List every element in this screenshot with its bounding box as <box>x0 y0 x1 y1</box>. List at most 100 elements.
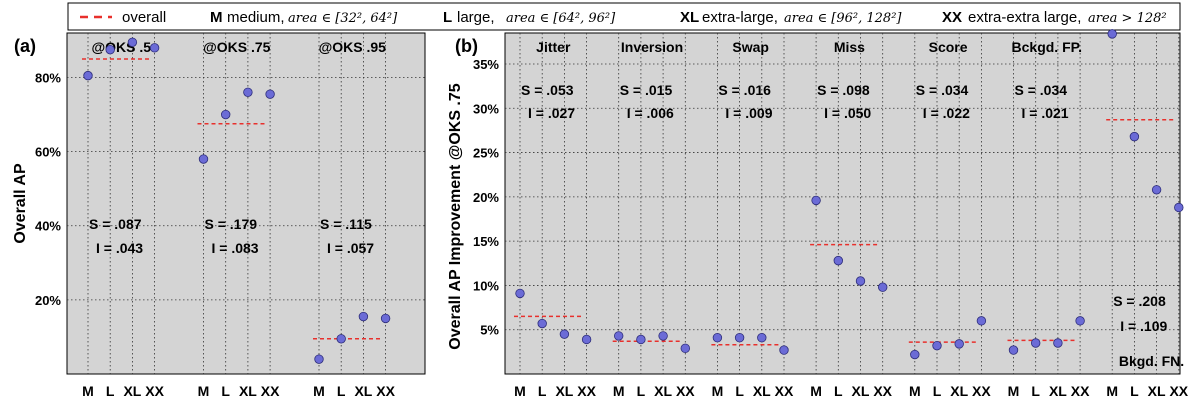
data-point <box>779 345 789 355</box>
legend-xl-code: XL <box>680 9 699 26</box>
stat-s: S = .179 <box>205 216 258 232</box>
stat-s: S = .098 <box>817 82 870 98</box>
x-tick-label: L <box>933 383 942 399</box>
stat-s: S = .208 <box>1113 293 1166 309</box>
y-axis-label: Overall AP <box>12 163 29 244</box>
x-tick-label: L <box>337 383 346 399</box>
data-point <box>336 334 346 344</box>
chart-panel-a: 20% 40% 60% 80% Overall AP (a) @OKS .5 S = .087… <box>12 32 426 399</box>
legend-xx-name: extra-extra large, <box>968 9 1081 26</box>
data-point <box>198 154 209 164</box>
panel-label: (a) <box>14 36 36 56</box>
legend-box <box>67 2 1181 31</box>
x-tick-label: L <box>1031 383 1040 399</box>
y-tick-label: 10% <box>473 278 499 293</box>
stat-i: I = .027 <box>528 105 575 121</box>
data-point <box>105 44 115 55</box>
data-point <box>757 332 767 343</box>
x-tick-label: XX <box>972 383 991 399</box>
x-tick-label: XL <box>555 383 573 399</box>
x-tick-label: XL <box>123 383 141 399</box>
data-point <box>1008 345 1019 355</box>
data-point <box>127 37 138 47</box>
y-tick-label: 20% <box>473 190 499 205</box>
x-tick-label: M <box>82 383 94 399</box>
data-point <box>380 313 391 324</box>
x-tick-label: M <box>1008 383 1020 399</box>
stat-s: S = .115 <box>320 216 372 232</box>
stat-s: S = .053 <box>521 82 574 98</box>
data-point <box>878 282 888 292</box>
group-title: @OKS .75 <box>203 39 271 55</box>
x-tick-label: L <box>106 383 115 399</box>
group-title: @OKS .95 <box>319 39 387 55</box>
stat-s: S = .087 <box>89 216 142 232</box>
stat-i: I = .022 <box>923 105 970 121</box>
group-title: Bkgd. FN. <box>1119 353 1184 369</box>
data-point <box>734 332 745 343</box>
data-point <box>243 87 253 98</box>
y-tick-label: 20% <box>35 293 61 308</box>
x-tick-label: XX <box>145 383 164 399</box>
y-tick-label: 40% <box>35 219 61 234</box>
x-tick-label: XX <box>1169 383 1188 399</box>
y-tick-label: 35% <box>473 57 499 72</box>
y-tick-label: 15% <box>473 234 499 249</box>
x-tick-label: XL <box>852 383 870 399</box>
x-tick-label: XL <box>950 383 968 399</box>
legend-xl-name: extra-large, <box>702 9 778 26</box>
stat-i: I = .057 <box>327 240 374 256</box>
x-tick-label: M <box>613 383 625 399</box>
x-tick-label: XL <box>1148 383 1166 399</box>
y-tick-label: 30% <box>473 101 499 116</box>
legend: overall M medium, area ∈ [32², 64²] L la… <box>67 2 1181 31</box>
data-point <box>581 334 592 345</box>
data-point <box>614 331 624 341</box>
stat-i: I = .050 <box>824 105 871 121</box>
x-tick-label: L <box>1130 383 1139 399</box>
x-tick-label: L <box>538 383 547 399</box>
data-point <box>559 329 570 339</box>
data-point <box>220 109 231 120</box>
x-tick-label: XL <box>753 383 771 399</box>
x-tick-label: XL <box>239 383 257 399</box>
group-title: Jitter <box>536 39 571 55</box>
y-axis-label: Overall AP Improvement @OKS .75 <box>447 83 464 349</box>
data-point <box>265 89 275 99</box>
data-point <box>833 255 844 266</box>
data-point <box>658 331 668 341</box>
stat-i: I = .021 <box>1022 105 1069 121</box>
data-point <box>932 340 942 351</box>
plot-area <box>504 32 1181 375</box>
data-point <box>636 334 646 345</box>
data-point <box>1129 131 1140 142</box>
legend-l-code: L <box>443 9 452 26</box>
y-tick-label: 5% <box>480 323 499 338</box>
x-tick-label: XX <box>376 383 395 399</box>
stat-s: S = .016 <box>718 82 771 98</box>
x-tick-label: XL <box>654 383 672 399</box>
data-point <box>954 339 964 349</box>
data-point <box>1107 29 1117 39</box>
x-tick-label: XX <box>873 383 892 399</box>
x-tick-label: L <box>637 383 646 399</box>
stat-i: I = .109 <box>1120 318 1167 334</box>
data-point <box>855 276 866 286</box>
data-point <box>537 318 547 329</box>
x-tick-label: M <box>712 383 724 399</box>
x-tick-label: XX <box>577 383 596 399</box>
x-tick-label: XL <box>1049 383 1067 399</box>
data-point <box>910 349 920 360</box>
data-point <box>811 195 821 206</box>
data-point <box>314 354 324 364</box>
legend-m-code: M <box>210 9 223 26</box>
plot-area <box>66 32 426 375</box>
stat-i: I = .009 <box>725 105 772 121</box>
group-title: Swap <box>732 39 769 55</box>
legend-l-name: large, <box>457 9 495 26</box>
stat-i: I = .043 <box>96 240 143 256</box>
legend-overall-label: overall <box>122 9 166 26</box>
group-title: Miss <box>834 39 865 55</box>
legend-l-formula: area ∈ [64², 96²] <box>506 11 616 26</box>
y-tick-label: 60% <box>35 145 61 160</box>
